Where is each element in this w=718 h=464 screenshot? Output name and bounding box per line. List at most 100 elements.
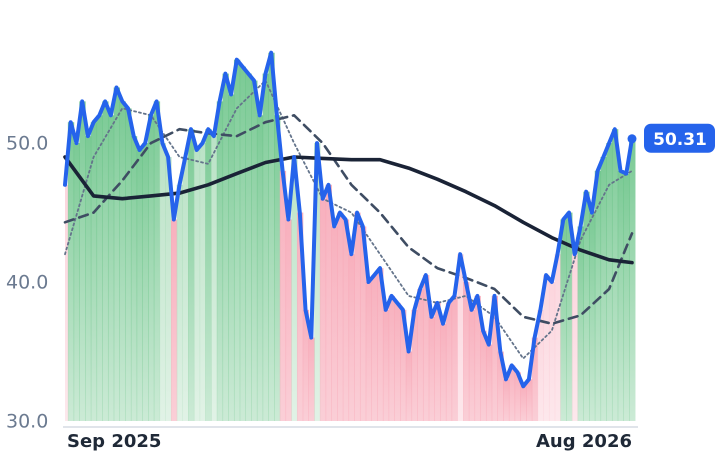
regime-column xyxy=(382,309,390,421)
regime-column xyxy=(371,275,378,421)
regime-column xyxy=(65,184,69,421)
regime-column xyxy=(291,156,298,421)
regime-column xyxy=(79,101,86,422)
regime-column xyxy=(451,295,458,421)
regime-column xyxy=(377,268,384,421)
regime-column xyxy=(319,198,327,421)
regime-column xyxy=(445,302,453,421)
regime-column xyxy=(520,386,527,421)
regime-column xyxy=(256,115,264,421)
regime-column xyxy=(526,379,533,421)
regime-column xyxy=(285,219,292,421)
regime-column xyxy=(503,379,510,421)
moving-average xyxy=(63,155,634,265)
regime-column xyxy=(428,316,436,421)
regime-column xyxy=(296,212,304,421)
regime-column xyxy=(508,365,516,421)
regime-column xyxy=(589,212,596,421)
regime-column xyxy=(314,143,321,421)
regime-column xyxy=(463,282,470,421)
regime-column xyxy=(199,143,206,421)
regime-column xyxy=(176,184,184,421)
regime-column xyxy=(531,337,539,421)
regime-column xyxy=(617,170,625,421)
regime-column xyxy=(365,282,373,421)
y-tick-label: 40.0 xyxy=(6,272,48,294)
regime-column xyxy=(543,275,550,421)
regime-column xyxy=(90,122,98,422)
x-tick-label: Sep 2025 xyxy=(67,431,161,452)
regime-column xyxy=(119,101,126,422)
regime-column xyxy=(497,351,504,421)
price-line xyxy=(63,50,634,389)
regime-column xyxy=(554,254,562,421)
regime-column xyxy=(130,136,138,421)
last-value-badge xyxy=(644,123,715,153)
regime-column xyxy=(342,219,350,421)
last-point xyxy=(627,134,637,144)
regime-column xyxy=(216,101,224,422)
regime-column xyxy=(394,302,401,421)
regime-column xyxy=(188,129,195,421)
regime-column xyxy=(302,309,310,421)
regime-column xyxy=(434,302,441,421)
regime-column xyxy=(474,295,481,421)
regime-column xyxy=(594,170,602,421)
regime-column xyxy=(325,184,332,421)
regime-column xyxy=(136,150,143,421)
lines xyxy=(63,50,637,389)
y-tick-label: 50.0 xyxy=(6,133,48,155)
regime-column xyxy=(102,101,109,422)
regime-column xyxy=(411,309,418,421)
regime-column xyxy=(480,330,487,421)
regime-column xyxy=(337,212,344,421)
regime-column xyxy=(159,143,166,421)
regime-column xyxy=(239,66,247,421)
regime-column xyxy=(629,138,636,421)
regime-column xyxy=(422,275,430,421)
regime-column xyxy=(251,80,258,421)
regime-column xyxy=(67,122,75,422)
regime-column xyxy=(170,219,178,421)
regime-column xyxy=(222,73,229,421)
regime-column xyxy=(182,156,189,421)
regime-column xyxy=(354,212,361,421)
axes: 30.0 40.0 50.0 Sep 2025 Aug 2026 50.31 xyxy=(6,123,715,452)
regime-column xyxy=(348,254,355,421)
regime-column xyxy=(606,143,613,421)
regime-column xyxy=(308,337,315,421)
regime-column xyxy=(405,351,413,421)
regime-column xyxy=(125,108,132,422)
regime-columns xyxy=(65,52,636,422)
regime-column xyxy=(468,309,476,421)
regime-column xyxy=(548,282,556,421)
regime-column xyxy=(571,254,579,421)
regime-column xyxy=(600,156,607,421)
regime-column xyxy=(388,295,395,421)
regime-column xyxy=(193,150,201,421)
regime-column xyxy=(142,143,149,421)
regime-column xyxy=(583,191,590,421)
regime-column xyxy=(566,212,573,421)
regime-column xyxy=(205,129,212,421)
regime-column xyxy=(96,115,103,421)
x-tick-label: Aug 2026 xyxy=(536,431,632,452)
regime-column xyxy=(262,73,269,421)
regime-column xyxy=(417,288,424,421)
y-tick-label: 30.0 xyxy=(6,411,48,433)
regime-column xyxy=(279,170,287,421)
moving-average xyxy=(63,114,634,325)
regime-column xyxy=(400,309,407,421)
regime-column xyxy=(233,59,241,421)
regime-column xyxy=(537,309,544,421)
regime-column xyxy=(245,73,252,421)
regime-column xyxy=(485,344,493,421)
regime-column xyxy=(331,226,338,421)
regime-column xyxy=(491,295,499,421)
regime-column xyxy=(268,52,275,421)
regime-column xyxy=(211,136,218,421)
regime-column xyxy=(623,173,630,421)
regime-column xyxy=(440,323,447,421)
regime-column xyxy=(113,87,121,421)
